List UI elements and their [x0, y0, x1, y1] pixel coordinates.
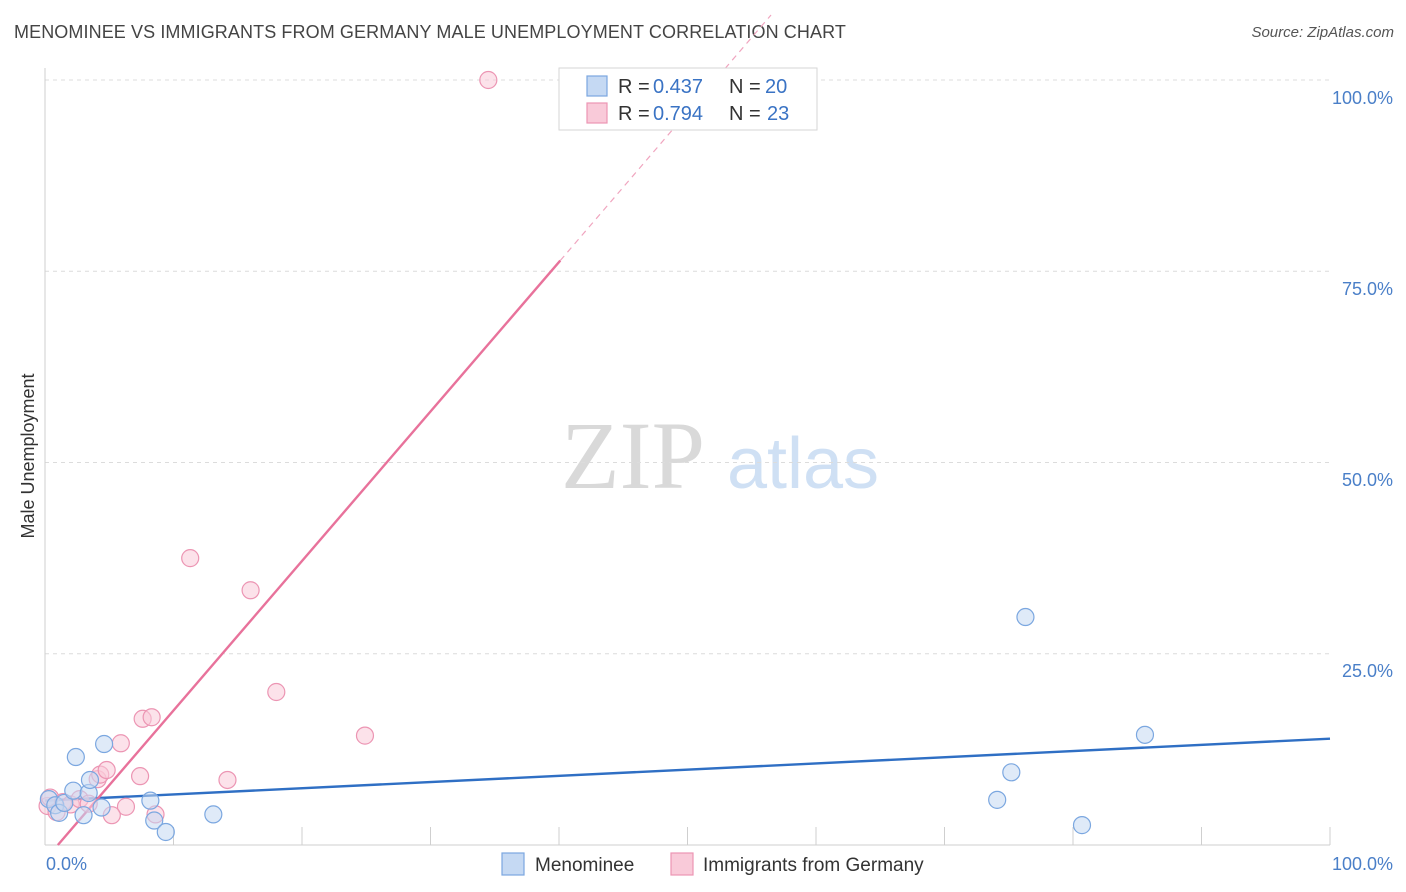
- source-credit: Source: ZipAtlas.com: [1251, 24, 1394, 41]
- x-tick-label-100: 100.0%: [1332, 854, 1393, 874]
- trend-line-germany: [56, 259, 562, 846]
- trend-line-germany-extension: [559, 14, 772, 261]
- y-tick-label-75: 75.0%: [1342, 279, 1393, 299]
- data-point-germany-17: [218, 770, 237, 790]
- data-point-germany-12: [130, 767, 150, 786]
- data-point-menominee-17: [1016, 607, 1035, 627]
- data-point-menominee-14: [204, 805, 223, 824]
- gridlines: [45, 79, 1330, 655]
- data-point-menominee-4: [64, 781, 83, 800]
- legend-r-label-1: R =: [618, 76, 650, 98]
- data-point-germany-10: [111, 734, 130, 753]
- x-tick-label-0: 0.0%: [46, 854, 87, 874]
- data-point-germany-16: [181, 549, 200, 568]
- legend-r-label-2: R =: [618, 103, 650, 125]
- series-legend: Menominee Immigrants from Germany: [501, 852, 924, 876]
- series-legend-swatch-germany: [670, 852, 694, 876]
- x-tick-labels: 0.0% 100.0%: [46, 854, 1393, 874]
- data-point-menominee-13: [156, 822, 175, 842]
- data-point-menominee-5: [66, 747, 85, 767]
- watermark-atlas: atlas: [727, 424, 879, 504]
- series-legend-swatch-menominee: [501, 852, 525, 876]
- trend-lines: [44, 14, 1331, 846]
- legend-swatch-germany: [586, 102, 608, 124]
- data-points: [38, 70, 1155, 842]
- chart-title: MENOMINEE VS IMMIGRANTS FROM GERMANY MAL…: [14, 22, 846, 42]
- legend-r-value-1: 0.437: [653, 76, 703, 98]
- y-axis-label: Male Unemployment: [18, 373, 38, 538]
- correlation-legend: R = 0.437 N = 20 R = 0.794 N = 23: [558, 67, 818, 131]
- watermark: ZIP atlas: [561, 402, 879, 509]
- legend-n-value-2: 23: [767, 103, 789, 125]
- data-point-menominee-6: [74, 806, 93, 825]
- data-point-menominee-19: [1135, 725, 1155, 744]
- data-point-menominee-9: [92, 798, 111, 817]
- data-point-menominee-18: [1072, 816, 1092, 835]
- data-point-menominee-16: [1002, 763, 1021, 782]
- data-point-germany-18: [241, 581, 260, 600]
- data-point-menominee-3: [55, 793, 74, 813]
- data-point-germany-20: [355, 726, 375, 745]
- y-tick-label-25: 25.0%: [1342, 661, 1393, 681]
- data-point-menominee-11: [141, 791, 160, 810]
- data-point-germany-9: [97, 760, 116, 780]
- data-point-menominee-8: [80, 770, 100, 790]
- trend-line-menominee: [44, 737, 1331, 802]
- legend-n-label-1: N =: [729, 76, 761, 98]
- y-tick-label-100: 100.0%: [1332, 88, 1393, 108]
- data-point-menominee-15: [988, 790, 1007, 809]
- axes: [44, 68, 1331, 846]
- data-point-menominee-12: [145, 811, 164, 830]
- series-legend-label-germany: Immigrants from Germany: [703, 855, 924, 876]
- data-point-germany-21: [479, 70, 498, 90]
- y-tick-label-50: 50.0%: [1342, 470, 1393, 490]
- series-legend-label-menominee: Menominee: [535, 855, 634, 876]
- legend-n-label-2: N =: [729, 103, 761, 125]
- watermark-zip: ZIP: [561, 402, 705, 509]
- data-point-germany-11: [116, 797, 136, 816]
- y-tick-labels: 100.0% 75.0% 50.0% 25.0%: [1332, 88, 1393, 681]
- legend-n-value-1: 20: [765, 76, 787, 98]
- data-point-germany-19: [267, 682, 286, 702]
- legend-r-value-2: 0.794: [653, 103, 703, 125]
- legend-swatch-menominee: [586, 75, 608, 97]
- data-point-germany-14: [142, 708, 161, 727]
- data-point-menominee-10: [95, 734, 114, 754]
